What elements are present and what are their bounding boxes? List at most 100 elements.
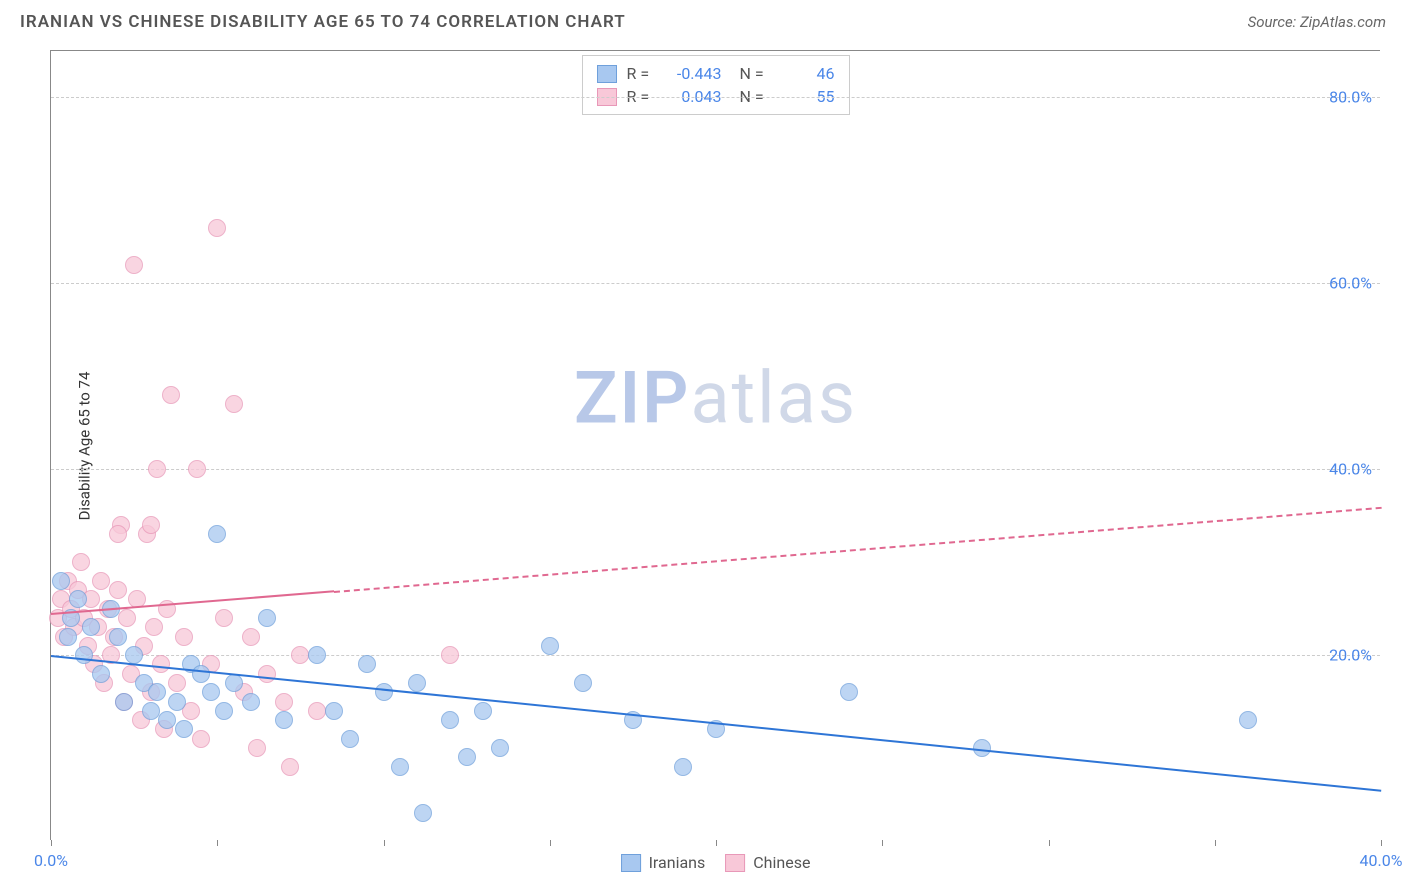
data-point <box>148 683 166 701</box>
data-point <box>308 646 326 664</box>
data-point <box>109 525 127 543</box>
data-point <box>275 693 293 711</box>
data-point <box>145 618 163 636</box>
chart-title: IRANIAN VS CHINESE DISABILITY AGE 65 TO … <box>20 12 626 32</box>
legend-swatch-chinese-icon <box>725 854 745 872</box>
data-point <box>202 683 220 701</box>
data-point <box>142 702 160 720</box>
xtick <box>716 840 717 846</box>
legend-label-chinese: Chinese <box>753 853 810 872</box>
data-point <box>308 702 326 720</box>
data-point <box>242 693 260 711</box>
data-point <box>152 655 170 673</box>
trend-line <box>334 506 1382 592</box>
data-point <box>840 683 858 701</box>
legend-swatch-iranians-icon <box>621 854 641 872</box>
legend-r-label: R = <box>627 64 657 83</box>
gridline-h <box>51 97 1380 98</box>
xtick <box>550 840 551 846</box>
data-point <box>109 581 127 599</box>
data-point <box>1239 711 1257 729</box>
data-point <box>674 758 692 776</box>
data-point <box>215 609 233 627</box>
data-point <box>408 674 426 692</box>
legend-row-iranians: R = -0.443 N = 46 <box>597 62 835 85</box>
xtick <box>1215 840 1216 846</box>
ytick-label: 60.0% <box>1329 274 1372 293</box>
chart-source: Source: ZipAtlas.com <box>1248 13 1386 31</box>
data-point <box>441 646 459 664</box>
ytick-label: 80.0% <box>1329 88 1372 107</box>
data-point <box>75 646 93 664</box>
legend-label-iranians: Iranians <box>649 853 706 872</box>
data-point <box>325 702 343 720</box>
data-point <box>215 702 233 720</box>
data-point <box>225 395 243 413</box>
data-point <box>474 702 492 720</box>
data-point <box>341 730 359 748</box>
data-point <box>458 748 476 766</box>
ytick-label: 40.0% <box>1329 460 1372 479</box>
xtick <box>384 840 385 846</box>
data-point <box>115 693 133 711</box>
data-point <box>574 674 592 692</box>
watermark: ZIPatlas <box>574 356 857 441</box>
data-point <box>175 720 193 738</box>
data-point <box>192 730 210 748</box>
plot-area: ZIPatlas R = -0.443 N = 46 R = 0.043 N =… <box>50 50 1380 840</box>
data-point <box>158 711 176 729</box>
data-point <box>69 590 87 608</box>
data-point <box>92 572 110 590</box>
data-point <box>242 628 260 646</box>
data-point <box>125 256 143 274</box>
data-point <box>148 460 166 478</box>
data-point <box>52 572 70 590</box>
correlation-legend: R = -0.443 N = 46 R = 0.043 N = 55 <box>582 55 850 115</box>
data-point <box>188 460 206 478</box>
data-point <box>125 646 143 664</box>
data-point <box>225 674 243 692</box>
data-point <box>358 655 376 673</box>
data-point <box>109 628 127 646</box>
legend-r-value-iranians: -0.443 <box>667 64 722 83</box>
data-point <box>59 628 77 646</box>
legend-n-value-iranians: 46 <box>780 64 835 83</box>
data-point <box>291 646 309 664</box>
data-point <box>208 525 226 543</box>
data-point <box>441 711 459 729</box>
data-point <box>72 553 90 571</box>
data-point <box>258 665 276 683</box>
data-point <box>118 609 136 627</box>
data-point <box>168 674 186 692</box>
xtick <box>1049 840 1050 846</box>
data-point <box>248 739 266 757</box>
trend-line <box>51 655 1381 792</box>
legend-item-chinese: Chinese <box>725 853 810 872</box>
legend-n-label: N = <box>740 64 770 83</box>
xtick <box>217 840 218 846</box>
data-point <box>541 637 559 655</box>
gridline-h <box>51 283 1380 284</box>
data-point <box>208 219 226 237</box>
data-point <box>92 665 110 683</box>
data-point <box>281 758 299 776</box>
data-point <box>375 683 393 701</box>
watermark-atlas: atlas <box>690 356 857 441</box>
series-legend: Iranians Chinese <box>621 853 811 872</box>
data-point <box>162 386 180 404</box>
data-point <box>168 693 186 711</box>
data-point <box>391 758 409 776</box>
data-point <box>142 516 160 534</box>
xtick-label-right: 40.0% <box>1360 851 1403 870</box>
gridline-h <box>51 469 1380 470</box>
xtick <box>882 840 883 846</box>
data-point <box>414 804 432 822</box>
legend-swatch-iranians <box>597 65 617 83</box>
data-point <box>82 618 100 636</box>
chart-header: IRANIAN VS CHINESE DISABILITY AGE 65 TO … <box>0 0 1406 40</box>
data-point <box>491 739 509 757</box>
xtick-label-left: 0.0% <box>34 851 68 870</box>
data-point <box>275 711 293 729</box>
gridline-h <box>51 655 1380 656</box>
data-point <box>192 665 210 683</box>
